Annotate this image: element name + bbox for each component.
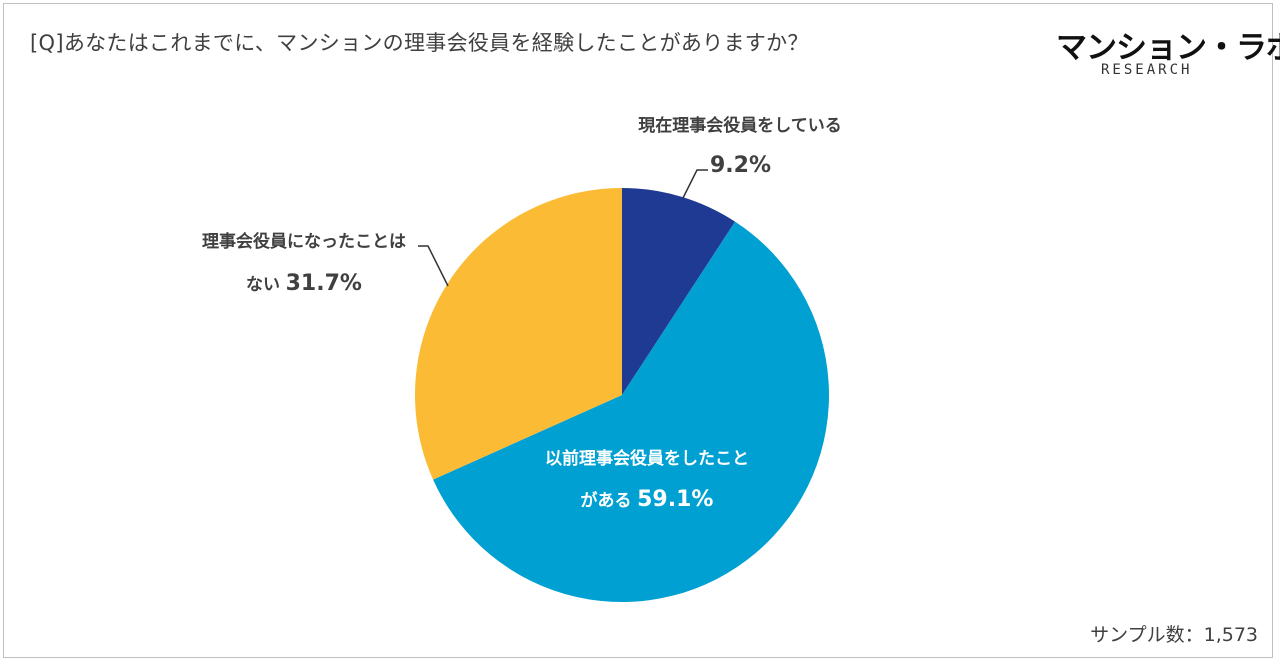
slice-label-current: 現在理事会役員をしている [638,115,842,136]
slice-label-never-line2-group: ない 31.7% [246,271,362,296]
slice-pct-current: 9.2% [710,153,771,178]
slice-never [414,187,623,480]
slice-label-former-line2: がある [581,490,632,511]
leader-line-never [418,245,449,287]
brand-logo: マンション・ラボ RESEARCH [1056,22,1280,82]
slice-label-former-line2-group: がある 59.1% [581,487,714,512]
slice-pct-never: 31.7% [286,271,362,296]
slice-pct-former: 59.1% [637,487,713,512]
slice-label-former-line1: 以前理事会役員をしたこと [545,448,749,469]
slice-former [433,221,829,602]
slice-current [622,188,736,395]
logo-sub-text: RESEARCH [1101,62,1193,78]
slice-label-never-line2: ない [246,275,280,295]
leader-line-current [682,169,708,199]
logo-main-text: マンション・ラボ [1056,30,1280,66]
question-title: [Q]あなたはこれまでに、マンションの理事会役員を経験したことがありますか？ [30,31,809,55]
sample-size: サンプル数：1,573 [1090,624,1258,646]
slice-label-never-line1: 理事会役員になったことは [202,231,406,252]
pie-slices [414,187,829,602]
